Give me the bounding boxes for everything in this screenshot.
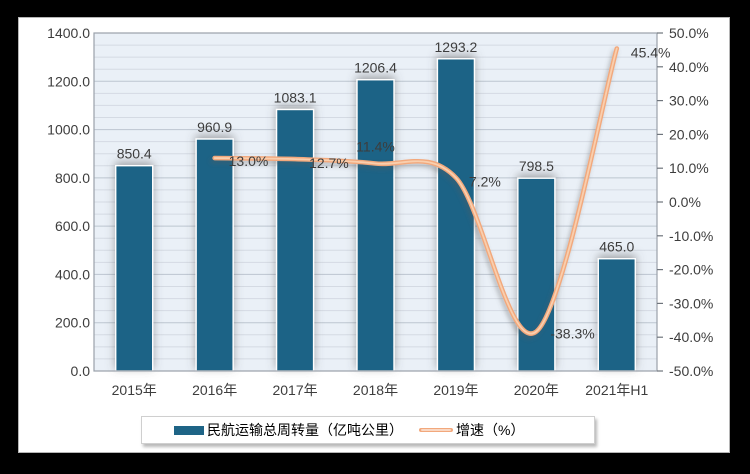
- legend-item-bar-series: 民航运输总周转量（亿吨公里）: [174, 420, 403, 440]
- line-value-label: -38.3%: [550, 325, 594, 341]
- y-axis-left-label: 1400.0: [47, 25, 90, 41]
- x-axis-label: 2017年: [272, 382, 317, 398]
- line-value-label: 45.4%: [631, 45, 671, 61]
- growth-trend-line-highlight: [213, 47, 618, 335]
- bar-2019年: [436, 58, 476, 372]
- bar-value-label: 1083.1: [274, 90, 317, 106]
- bar-series-swatch-icon: [174, 425, 204, 435]
- chart-legend: 民航运输总周转量（亿吨公里） 增速（%）: [141, 416, 595, 444]
- legend-label-line-series: 增速（%）: [456, 422, 525, 438]
- y-axis-right-label: 30.0%: [669, 93, 709, 109]
- y-axis-left-label: 1000.0: [47, 122, 90, 138]
- bar-2021年H1: [597, 258, 636, 372]
- y-axis-left-label: 400.0: [55, 266, 90, 282]
- x-axis-label: 2018年: [353, 382, 398, 398]
- bar-value-label: 960.9: [197, 119, 232, 135]
- y-axis-left-label: 200.0: [55, 315, 90, 331]
- y-axis-right-label: -50.0%: [669, 363, 713, 379]
- bar-2017年: [275, 108, 315, 372]
- bar-value-label: 1293.2: [435, 39, 478, 55]
- line-value-label: 12.7%: [309, 155, 349, 171]
- y-axis-right-label: -30.0%: [669, 295, 713, 311]
- y-axis-right-label: -40.0%: [669, 329, 713, 345]
- y-axis-right-label: 50.0%: [669, 25, 709, 41]
- bar-2016年: [195, 138, 234, 372]
- legend-label-bar-series: 民航运输总周转量（亿吨公里）: [207, 422, 403, 438]
- line-value-label: 13.0%: [229, 153, 269, 169]
- line-value-label: 11.4%: [356, 138, 395, 154]
- bar-2018年: [356, 79, 395, 372]
- legend-item-line-series: 增速（%）: [419, 420, 524, 440]
- bar-value-label: 850.4: [117, 146, 152, 162]
- y-axis-left-label: 1200.0: [47, 73, 90, 89]
- x-axis-label: 2015年: [112, 382, 157, 398]
- y-axis-right-label: 20.0%: [669, 126, 709, 142]
- y-axis-right-label: -10.0%: [669, 228, 713, 244]
- chart-canvas: 1400.0 1200.0 1000.0 800.0 600.0 400.0 200.0 0.…: [47, 25, 713, 398]
- bar-value-label: 798.5: [519, 158, 554, 174]
- y-axis-right-label: -20.0%: [669, 262, 713, 278]
- line-value-label: 7.2%: [469, 174, 501, 190]
- y-axis-left-label: 0.0: [71, 363, 91, 379]
- y-axis-left-label: 600.0: [55, 218, 90, 234]
- line-series-swatch-icon: [419, 428, 453, 432]
- y-axis-right-label: 0.0%: [669, 194, 701, 210]
- bar-value-label: 1206.4: [354, 60, 397, 76]
- y-axis-right-label: 40.0%: [669, 59, 709, 75]
- x-axis-label: 2020年: [514, 382, 559, 398]
- x-axis-label: 2019年: [433, 382, 478, 398]
- x-axis-label: 2016年: [192, 382, 237, 398]
- x-axis-label: 2021年H1: [585, 382, 648, 398]
- bar-value-label: 465.0: [599, 239, 634, 255]
- bar-2020年: [517, 177, 556, 372]
- y-axis-right-label: 10.0%: [669, 160, 709, 176]
- y-axis-left-label: 800.0: [55, 170, 90, 186]
- bar-2015年: [115, 164, 154, 372]
- chart-panel: 1400.0 1200.0 1000.0 800.0 600.0 400.0 200.0 0.…: [18, 17, 730, 453]
